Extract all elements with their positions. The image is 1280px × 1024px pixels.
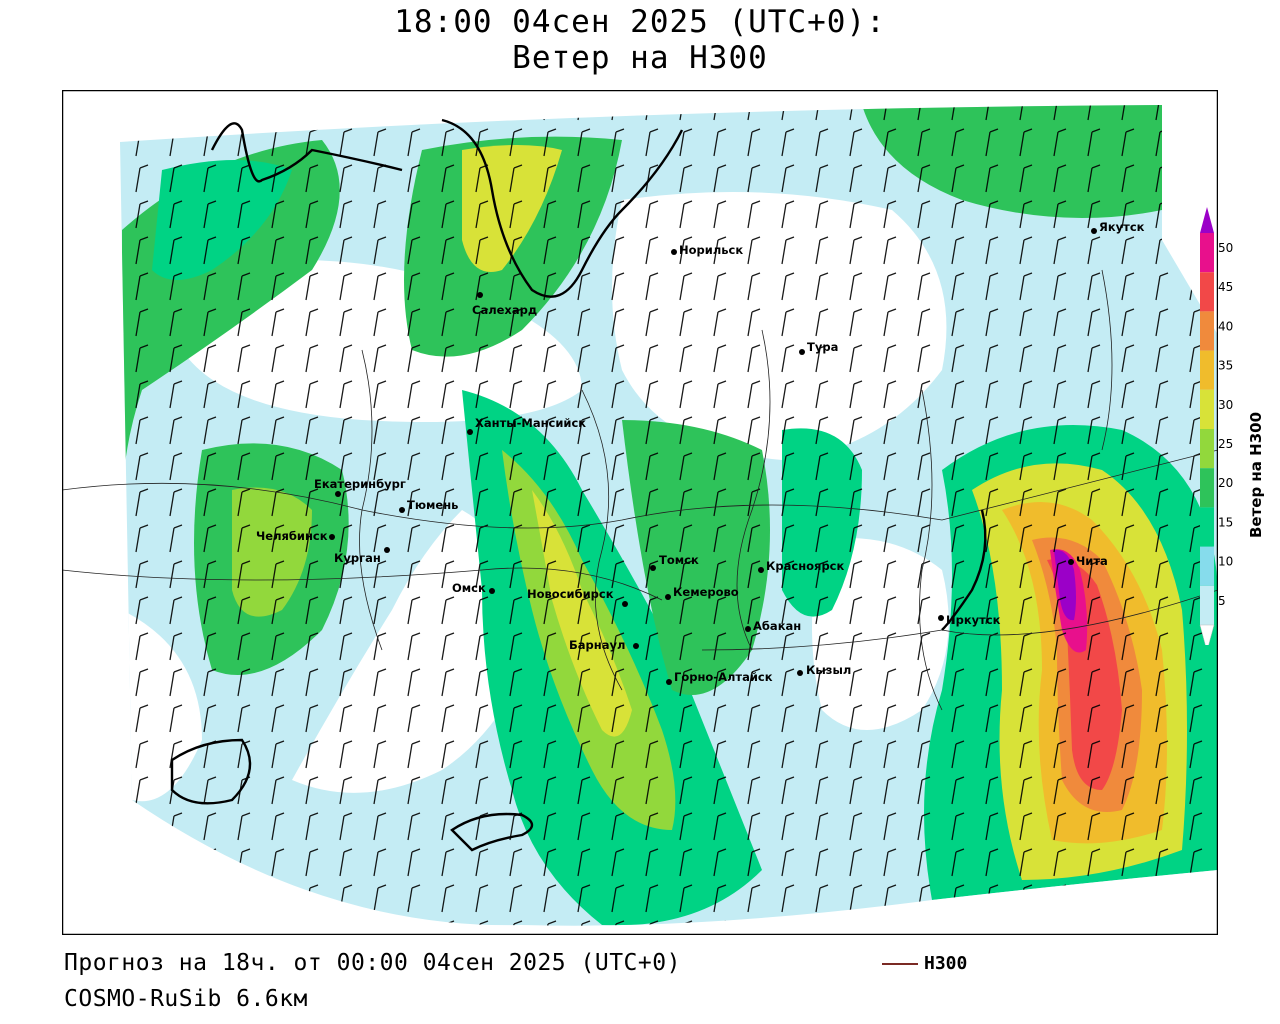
map-title-variable: Ветер на H300 — [512, 40, 768, 76]
svg-text:Барнаул: Барнаул — [569, 638, 625, 652]
colorbar-segment — [1200, 546, 1214, 586]
colorbar-title: Ветер на H300 — [1247, 412, 1265, 538]
colorbar-segment — [1200, 350, 1214, 390]
wind-speed-field — [120, 105, 1218, 926]
city-yekaterinburg: Екатеринбург — [314, 477, 406, 497]
colorbar-segment — [1200, 507, 1214, 547]
city-norilsk: Норильск — [671, 243, 743, 257]
colorbar-segment — [1200, 429, 1214, 469]
svg-text:Красноярск: Красноярск — [766, 559, 844, 573]
svg-text:Томск: Томск — [659, 553, 699, 567]
city-barnaul: Барнаул — [569, 638, 639, 652]
colorbar-tick-label: 30 — [1218, 398, 1233, 412]
city-chita: Чита — [1068, 554, 1108, 568]
svg-text:Чита: Чита — [1076, 554, 1108, 568]
svg-text:Ханты-Мансийск: Ханты-Мансийск — [475, 416, 586, 430]
model-name: COSMO-RuSib 6.6км — [64, 986, 308, 1012]
svg-text:Екатеринбург: Екатеринбург — [314, 477, 406, 491]
map-frame — [62, 90, 1218, 935]
region-boundaries — [62, 269, 1218, 711]
svg-text:Тура: Тура — [807, 340, 838, 354]
city-tyumen: Тюмень — [399, 498, 458, 513]
svg-text:Норильск: Норильск — [679, 243, 743, 257]
city-krasnoyarsk: Красноярск — [758, 559, 844, 573]
svg-text:Якутск: Якутск — [1099, 220, 1145, 234]
colorbar-bottom-arrow — [1199, 624, 1215, 645]
colorbar-tick-label: 45 — [1218, 280, 1233, 294]
city-chelyabinsk: Челябинск — [256, 529, 335, 543]
city-tura: Тура — [799, 340, 838, 355]
svg-text:Кемерово: Кемерово — [673, 585, 739, 599]
forecast-info: Прогноз на 18ч. от 00:00 04сен 2025 (UTC… — [64, 950, 681, 976]
svg-text:Кызыл: Кызыл — [806, 663, 851, 677]
svg-text:Курган: Курган — [334, 551, 381, 565]
colorbar-tick-label: 5 — [1218, 594, 1226, 608]
colorbar: 50 45 40 35 30 25 20 15 10 5 Ветер на H300 — [1199, 207, 1265, 645]
city-khanty-mansiysk: Ханты-Мансийск — [467, 416, 586, 435]
city-yakutsk: Якутск — [1091, 220, 1145, 234]
svg-text:Омск: Омск — [452, 581, 486, 595]
colorbar-tick-label: 10 — [1218, 555, 1233, 569]
colorbar-segment — [1200, 233, 1214, 273]
colorbar-tick-label: 15 — [1218, 515, 1233, 529]
svg-text:Новосибирск: Новосибирск — [527, 587, 614, 601]
colorbar-segment — [1200, 272, 1214, 312]
city-novosibirsk: Новосибирск — [527, 587, 628, 607]
contour-legend: H300 — [882, 953, 967, 974]
colorbar-segment — [1200, 389, 1214, 429]
colorbar-tick-label: 40 — [1218, 319, 1233, 333]
city-tomsk: Томск — [650, 553, 699, 571]
colorbar-tick-label: 50 — [1218, 241, 1233, 255]
contour-legend-line — [882, 963, 918, 965]
svg-text:Салехард: Салехард — [472, 303, 537, 317]
svg-text:Тюмень: Тюмень — [407, 498, 458, 512]
svg-text:Иркутск: Иркутск — [946, 613, 1001, 627]
svg-text:Челябинск: Челябинск — [256, 529, 328, 543]
colorbar-tick-label: 25 — [1218, 437, 1233, 451]
city-markers: Якутск Норильск Салехард Тура Ханты-Манс… — [256, 220, 1145, 685]
colorbar-segment — [1200, 585, 1214, 625]
city-irkutsk: Иркутск — [938, 613, 1001, 627]
city-omsk: Омск — [452, 581, 495, 595]
colorbar-segment — [1200, 311, 1214, 351]
contour-legend-label: H300 — [924, 953, 968, 974]
colorbar-top-arrow — [1200, 207, 1214, 233]
city-kemerovo: Кемерово — [665, 585, 739, 600]
city-kyzyl: Кызыл — [797, 663, 851, 677]
wind-map: Якутск Норильск Салехард Тура Ханты-Манс… — [62, 90, 1218, 935]
city-abakan: Абакан — [745, 619, 801, 633]
colorbar-tick-label: 35 — [1218, 359, 1233, 373]
colorbar-tick-label: 20 — [1218, 476, 1233, 490]
svg-text:Горно-Алтайск: Горно-Алтайск — [674, 670, 773, 684]
city-gorno-altaysk: Горно-Алтайск — [666, 670, 773, 685]
coastlines — [170, 118, 987, 852]
city-salekhard: Салехард — [472, 292, 537, 317]
svg-text:Абакан: Абакан — [753, 619, 801, 633]
colorbar-segment — [1200, 468, 1214, 508]
city-kurgan: Курган — [334, 547, 390, 565]
map-title-time: 18:00 04сен 2025 (UTC+0): — [394, 4, 886, 40]
